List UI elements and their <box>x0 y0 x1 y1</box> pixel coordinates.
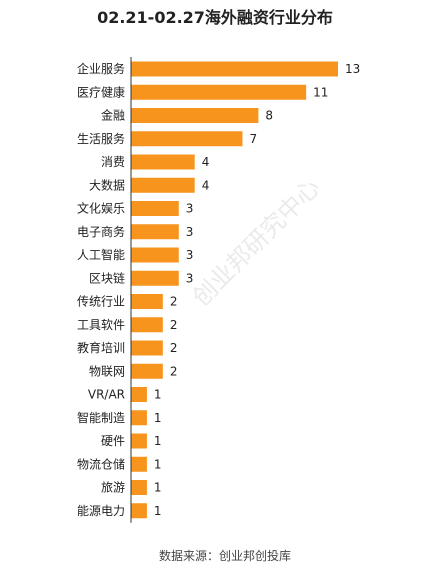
category-label: 文化娱乐 <box>77 201 125 216</box>
category-label: 物联网 <box>89 364 125 378</box>
data-label: 2 <box>170 295 178 309</box>
bar <box>131 317 163 333</box>
data-label: 1 <box>154 504 162 518</box>
data-label: 1 <box>154 411 162 425</box>
data-label: 3 <box>186 225 194 239</box>
bar <box>131 387 147 402</box>
category-label: 区块链 <box>89 270 125 285</box>
bar <box>131 340 163 356</box>
category-label: 大数据 <box>89 177 125 192</box>
data-label: 3 <box>186 271 194 285</box>
bar <box>131 108 259 123</box>
data-label: 11 <box>313 85 328 99</box>
data-label: 1 <box>154 481 162 495</box>
data-label: 3 <box>186 202 194 216</box>
bar <box>131 177 195 193</box>
data-label: 4 <box>202 155 210 169</box>
category-label: 教育培训 <box>77 340 125 355</box>
category-label: 企业服务 <box>77 61 125 76</box>
category-label: 工具软件 <box>77 318 125 332</box>
bar <box>131 456 147 472</box>
category-label: 智能制造 <box>77 410 125 425</box>
bar <box>131 410 147 426</box>
bar <box>131 433 147 449</box>
chart-title: 02.21-02.27海外融资行业分布 <box>97 8 333 27</box>
category-label: 金融 <box>101 108 125 123</box>
data-label: 1 <box>154 434 162 448</box>
data-label: 3 <box>186 248 194 262</box>
bar <box>131 294 163 309</box>
bar <box>131 224 179 240</box>
bar <box>131 131 243 147</box>
category-label: 消费 <box>101 155 125 169</box>
category-labels-group: 企业服务医疗健康金融生活服务消费大数据文化娱乐电子商务人工智能区块链传统行业工具… <box>77 61 125 518</box>
data-label: 1 <box>154 388 162 402</box>
category-label: 传统行业 <box>77 294 125 309</box>
data-label: 4 <box>202 178 210 192</box>
bar <box>131 201 179 216</box>
bars-group <box>131 61 338 519</box>
category-label: 人工智能 <box>77 247 125 262</box>
watermark-text: 创业邦研究中心 <box>187 173 326 312</box>
bar <box>131 154 195 170</box>
category-label: 电子商务 <box>77 224 125 239</box>
data-label: 13 <box>345 62 360 76</box>
bar <box>131 61 338 77</box>
category-label: 旅游 <box>101 481 125 495</box>
data-label: 2 <box>170 364 178 378</box>
category-label: 生活服务 <box>77 131 125 146</box>
category-label: 能源电力 <box>77 504 125 518</box>
data-source-note: 数据来源：创业邦创投库 <box>159 548 291 563</box>
category-label: 医疗健康 <box>77 84 125 99</box>
data-label: 1 <box>154 457 162 471</box>
data-label: 2 <box>170 318 178 332</box>
bar <box>131 270 179 286</box>
data-label: 8 <box>265 109 273 123</box>
bar <box>131 247 179 263</box>
category-label: 硬件 <box>101 434 125 448</box>
bar <box>131 84 307 100</box>
data-label: 2 <box>170 341 178 355</box>
category-label: VR/AR <box>88 388 125 402</box>
data-label: 7 <box>249 132 257 146</box>
category-label: 物流仓储 <box>77 456 125 471</box>
bar <box>131 503 147 519</box>
bar <box>131 363 163 379</box>
bar <box>131 480 147 495</box>
